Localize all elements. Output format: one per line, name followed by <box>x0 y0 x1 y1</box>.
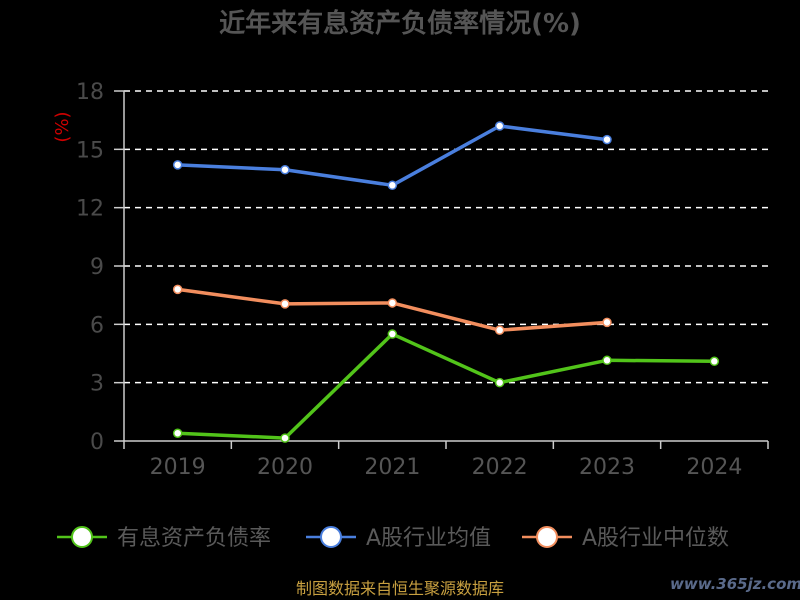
x-tick-labels: 2019 2020 2021 2022 2023 2024 <box>123 441 769 480</box>
x-tick-label: 2023 <box>579 455 635 480</box>
y-axis-label: (%) <box>52 111 73 142</box>
series-1 <box>172 329 720 443</box>
y-tick-label: 6 <box>90 313 104 338</box>
series-2 <box>172 121 612 191</box>
legend-marker <box>71 526 93 548</box>
x-tick-label: 2022 <box>472 455 528 480</box>
data-point[interactable] <box>387 298 398 308</box>
data-point[interactable] <box>709 356 720 367</box>
y-tick-label: 12 <box>76 197 104 222</box>
data-point[interactable] <box>602 317 612 328</box>
y-tick-label: 9 <box>90 255 104 280</box>
x-tick-label: 2019 <box>150 455 206 480</box>
y-tick-label: 0 <box>90 430 104 455</box>
x-tick-label: 2020 <box>257 455 313 480</box>
data-point[interactable] <box>280 165 290 175</box>
legend-label: A股行业均值 <box>366 526 491 551</box>
y-tick-label: 3 <box>90 372 104 397</box>
data-point[interactable] <box>494 377 505 388</box>
grid-lines <box>124 90 768 384</box>
legend-marker <box>536 526 558 548</box>
data-point[interactable] <box>387 180 398 191</box>
legend-marker <box>320 526 342 548</box>
series-lines <box>172 121 720 443</box>
data-point[interactable] <box>602 355 612 366</box>
data-source-note: 制图数据来自恒生聚源数据库 <box>296 579 504 598</box>
legend-label: A股行业中位数 <box>582 526 729 551</box>
data-point[interactable] <box>172 284 183 295</box>
data-point[interactable] <box>280 299 290 309</box>
legend-label: 有息资产负债率 <box>117 526 271 551</box>
x-tick-label: 2024 <box>686 455 742 480</box>
y-tick-labels: 0 3 6 9 12 15 18 <box>76 80 124 455</box>
x-tick-label: 2021 <box>364 455 420 480</box>
data-point[interactable] <box>387 329 398 339</box>
legend-item[interactable]: 有息资产负债率 <box>57 526 271 551</box>
legend-item[interactable]: A股行业中位数 <box>522 526 729 551</box>
data-point[interactable] <box>494 121 505 131</box>
series-line <box>177 332 715 440</box>
legend-item[interactable]: A股行业均值 <box>306 526 491 551</box>
data-point[interactable] <box>280 433 290 443</box>
watermark: www.365jz.com <box>670 575 800 593</box>
data-point[interactable] <box>494 325 505 335</box>
series-line <box>177 124 608 188</box>
data-point[interactable] <box>172 428 183 438</box>
y-tick-label: 15 <box>76 138 104 163</box>
y-tick-label: 18 <box>76 80 104 105</box>
data-point[interactable] <box>172 160 183 170</box>
legend: 有息资产负债率 A股行业均值 A股行业中位数 <box>57 526 729 551</box>
chart-title: 近年来有息资产负债率情况(%) <box>219 8 581 39</box>
series-3 <box>172 284 612 335</box>
data-point[interactable] <box>602 134 612 145</box>
